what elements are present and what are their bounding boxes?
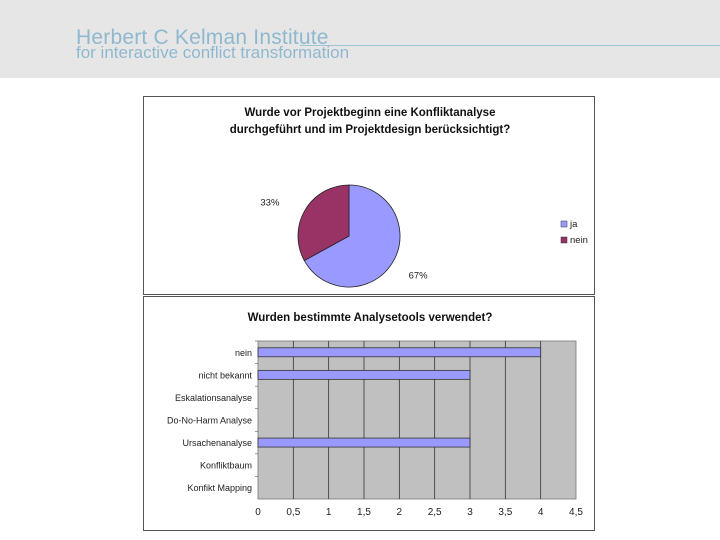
pie-value-label-ja: 67% [409, 271, 429, 282]
bar-category-label: nicht bekannt [198, 370, 252, 380]
institute-tagline: for interactive conflict transformation [76, 43, 350, 62]
legend-label-nein: nein [570, 235, 588, 246]
bar-nein [257, 347, 542, 358]
bar-category-label: Do-No-Harm Analyse [167, 416, 252, 426]
legend-swatch-ja [560, 220, 568, 228]
bar-category-label: nein [235, 348, 252, 358]
pie-title-line-1: Wurde vor Projektbeginn eine Konfliktana… [245, 107, 496, 119]
pie-legend: ja nein [560, 219, 588, 246]
bar-x-tick-label: 0 [255, 507, 261, 518]
bar-category-label: Eskalationsanalyse [175, 393, 252, 403]
bar-category-label: Konfikt Mapping [187, 483, 252, 493]
bar-x-tick-label: 4 [538, 507, 544, 518]
pie-chart: 67% 33% [260, 184, 429, 288]
bar-x-tick-label: 2,5 [428, 507, 442, 518]
bar-category-label: Ursachenanalyse [182, 438, 252, 448]
bar-x-tick-label: 1 [326, 507, 332, 518]
header-banner: Herbert C Kelman Institute for interacti… [0, 0, 720, 78]
pie-title-line-2: durchgeführt und im Projektdesign berück… [230, 124, 511, 136]
pie-slice-nein [297, 184, 350, 262]
bar-category-label: Konfliktbaum [200, 461, 252, 471]
pie-value-label-nein: 33% [260, 197, 280, 208]
header-rule [300, 45, 720, 46]
bar-x-tick-label: 2 [397, 507, 403, 518]
pie-slice-ja [303, 184, 401, 288]
bar-plot-area [257, 340, 577, 500]
bar-nicht-bekannt [257, 369, 471, 380]
bar-ursachenanalyse [257, 437, 471, 448]
bar-x-tick-label: 0,5 [286, 507, 300, 518]
bar-x-tick-label: 3,5 [498, 507, 512, 518]
bar-chart-title: Wurden bestimmte Analysetools verwendet? [248, 312, 493, 324]
bar-x-tick-label: 3 [467, 507, 473, 518]
legend-label-ja: ja [569, 219, 578, 230]
bar-chart: 0 0,5 1 1,5 2 2,5 3 3,5 4 4,5 nein nicht bekannt Esk… [167, 340, 583, 518]
institute-name: Herbert C Kelman Institute [76, 26, 329, 49]
bar-x-tick-label: 1,5 [357, 507, 371, 518]
bar-x-tick-label: 4,5 [569, 507, 583, 518]
legend-swatch-nein [560, 236, 568, 244]
